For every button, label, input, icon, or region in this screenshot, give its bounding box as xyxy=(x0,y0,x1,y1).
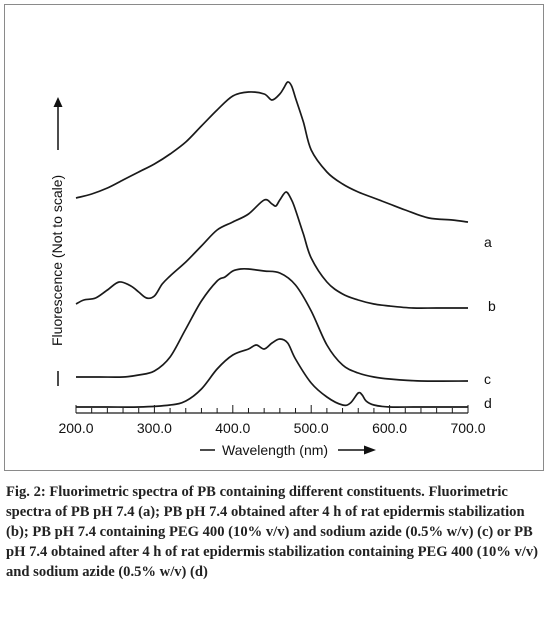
figure-caption: Fig. 2: Fluorimetric spectra of PB conta… xyxy=(6,484,538,580)
series-labels: a b cd xyxy=(484,234,496,411)
series-line-a xyxy=(75,81,469,223)
x-tick-label: 700.0 xyxy=(450,420,485,436)
series-lines xyxy=(75,81,469,408)
series-label-b: b xyxy=(488,298,496,314)
x-tick-label: 500.0 xyxy=(294,420,329,436)
figure-frame xyxy=(4,4,544,471)
y-axis-arrow-icon xyxy=(53,97,63,107)
x-tick-label: 600.0 xyxy=(372,420,407,436)
series-label-d: d xyxy=(484,395,492,411)
series-label-a: a xyxy=(484,234,492,250)
x-tick-label: 400.0 xyxy=(215,420,250,436)
x-tick-label: 200.0 xyxy=(58,420,93,436)
x-tick-label: 300.0 xyxy=(137,420,172,436)
series-line-c xyxy=(76,267,469,382)
fluorescence-chart: 200.0 300.0 400.0 500.0 600.0 700.0 a b cd Fluo… xyxy=(49,81,496,458)
series-label-c: c xyxy=(484,371,491,387)
x-tick-labels: 200.0 300.0 400.0 500.0 600.0 700.0 xyxy=(58,420,485,436)
x-axis-title: Wavelength (nm) xyxy=(222,442,328,458)
series-line-b xyxy=(75,191,468,309)
y-axis-title: Fluorescence (Not to scale) xyxy=(49,175,65,346)
x-axis-arrow-icon xyxy=(364,445,376,455)
series-line-d xyxy=(75,338,468,408)
